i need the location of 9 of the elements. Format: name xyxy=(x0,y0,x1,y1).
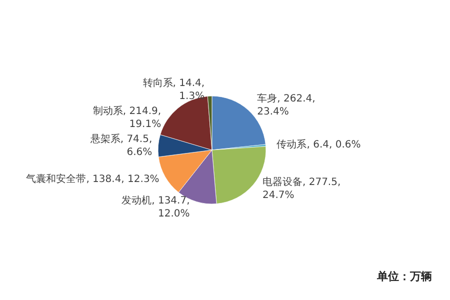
slice-label: 车身, 262.4, 23.4% xyxy=(257,92,316,118)
slice-label: 转向系, 14.4, 1.3% xyxy=(142,77,205,102)
slice-label: 电器设备, 277.5, 24.7% xyxy=(262,176,341,202)
text: 单位：万辆 xyxy=(376,270,432,283)
slice-label: 发动机, 134.7, 12.0% xyxy=(122,194,190,220)
slice-label: 制动系, 214.9, 19.1% xyxy=(92,105,162,130)
slice-label: 气囊和安全带, 138.4, 12.3% xyxy=(26,173,160,186)
slice-label: 传动系, 6.4, 0.6% xyxy=(276,138,361,150)
slice-label: 悬架系, 74.5, 6.6% xyxy=(89,133,152,158)
